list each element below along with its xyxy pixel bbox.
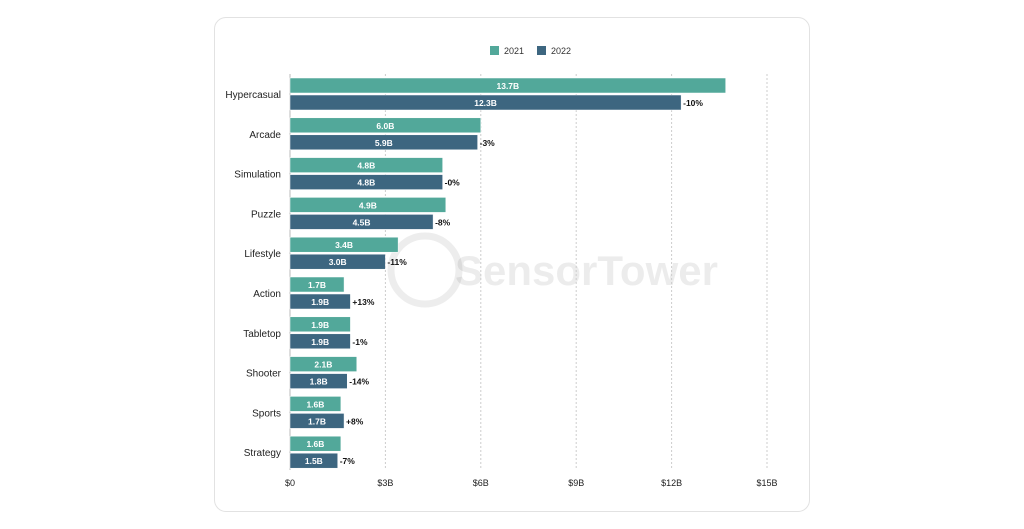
x-tick-label: $12B [661, 478, 682, 488]
bar-value-label: 1.9B [311, 337, 329, 347]
change-label: +13% [352, 297, 374, 307]
change-label: -14% [349, 377, 369, 387]
bar-2022 [289, 413, 345, 429]
bar-2022 [289, 174, 443, 190]
bar-value-label: 1.7B [308, 416, 326, 426]
bar-value-label: 3.0B [329, 257, 347, 267]
bar-2021 [289, 157, 443, 173]
bar-value-label: 1.5B [305, 456, 323, 466]
bar-value-label: 2.1B [314, 360, 332, 370]
change-label: -1% [352, 337, 368, 347]
x-tick-label: $3B [377, 478, 393, 488]
bar-value-label: 4.8B [357, 161, 375, 171]
bar-value-label: 6.0B [376, 121, 394, 131]
bar-2021 [289, 117, 482, 134]
bar-value-label: 5.9B [375, 138, 393, 148]
bar-value-label: 1.9B [311, 297, 329, 307]
category-label: Lifestyle [244, 249, 281, 260]
bar-2022 [289, 134, 478, 151]
x-tick-label: $15B [756, 478, 777, 488]
category-label: Tabletop [243, 329, 281, 340]
bar-value-label: 1.9B [311, 320, 329, 330]
bar-2022 [289, 293, 351, 310]
bar-2021 [289, 316, 351, 333]
change-label: -11% [387, 257, 407, 267]
category-label: Puzzle [251, 209, 281, 220]
bar-2021 [289, 77, 726, 94]
bar-2022 [289, 214, 434, 230]
bar-2022 [289, 452, 338, 469]
legend-swatch [537, 46, 546, 55]
legend-label: 2021 [504, 46, 524, 56]
bar-2021 [289, 396, 342, 412]
bar-2022 [289, 253, 386, 270]
category-label: Arcade [249, 130, 281, 141]
category-label: Shooter [246, 369, 282, 380]
bar-value-label: 12.3B [474, 98, 497, 108]
bar-2021 [289, 356, 358, 372]
bar-value-label: 1.6B [306, 399, 324, 409]
bar-value-label: 1.6B [306, 439, 324, 449]
change-label: -0% [445, 178, 461, 188]
change-label: -3% [480, 138, 496, 148]
change-label: -7% [340, 456, 356, 466]
change-label: +8% [346, 416, 364, 426]
bar-2021 [289, 276, 345, 293]
bar-2021 [289, 435, 342, 452]
x-tick-label: $9B [568, 478, 584, 488]
category-label: Simulation [234, 170, 281, 181]
category-label: Action [253, 289, 281, 300]
change-label: -8% [435, 217, 451, 227]
bar-2022 [289, 333, 351, 350]
legend-label: 2022 [551, 46, 571, 56]
bar-value-label: 1.8B [310, 377, 328, 387]
bar-2021 [289, 236, 399, 253]
bar-value-label: 4.9B [359, 200, 377, 210]
bar-value-label: 3.4B [335, 240, 353, 250]
x-tick-label: $6B [473, 478, 489, 488]
legend-swatch [490, 46, 499, 55]
bar-value-label: 1.7B [308, 280, 326, 290]
change-label: -10% [683, 98, 703, 108]
bar-2021 [289, 197, 447, 213]
bar-2022 [289, 373, 348, 389]
watermark-logo [387, 232, 463, 308]
bar-value-label: 4.5B [353, 217, 371, 227]
x-tick-label: $0 [285, 478, 295, 488]
bar-2022 [289, 94, 682, 111]
watermark-text: SensorTower [455, 247, 718, 294]
bar-value-label: 13.7B [496, 81, 519, 91]
bar-value-label: 4.8B [357, 178, 375, 188]
category-label: Strategy [244, 448, 281, 459]
category-label: Sports [252, 408, 281, 419]
category-label: Hypercasual [225, 90, 281, 101]
